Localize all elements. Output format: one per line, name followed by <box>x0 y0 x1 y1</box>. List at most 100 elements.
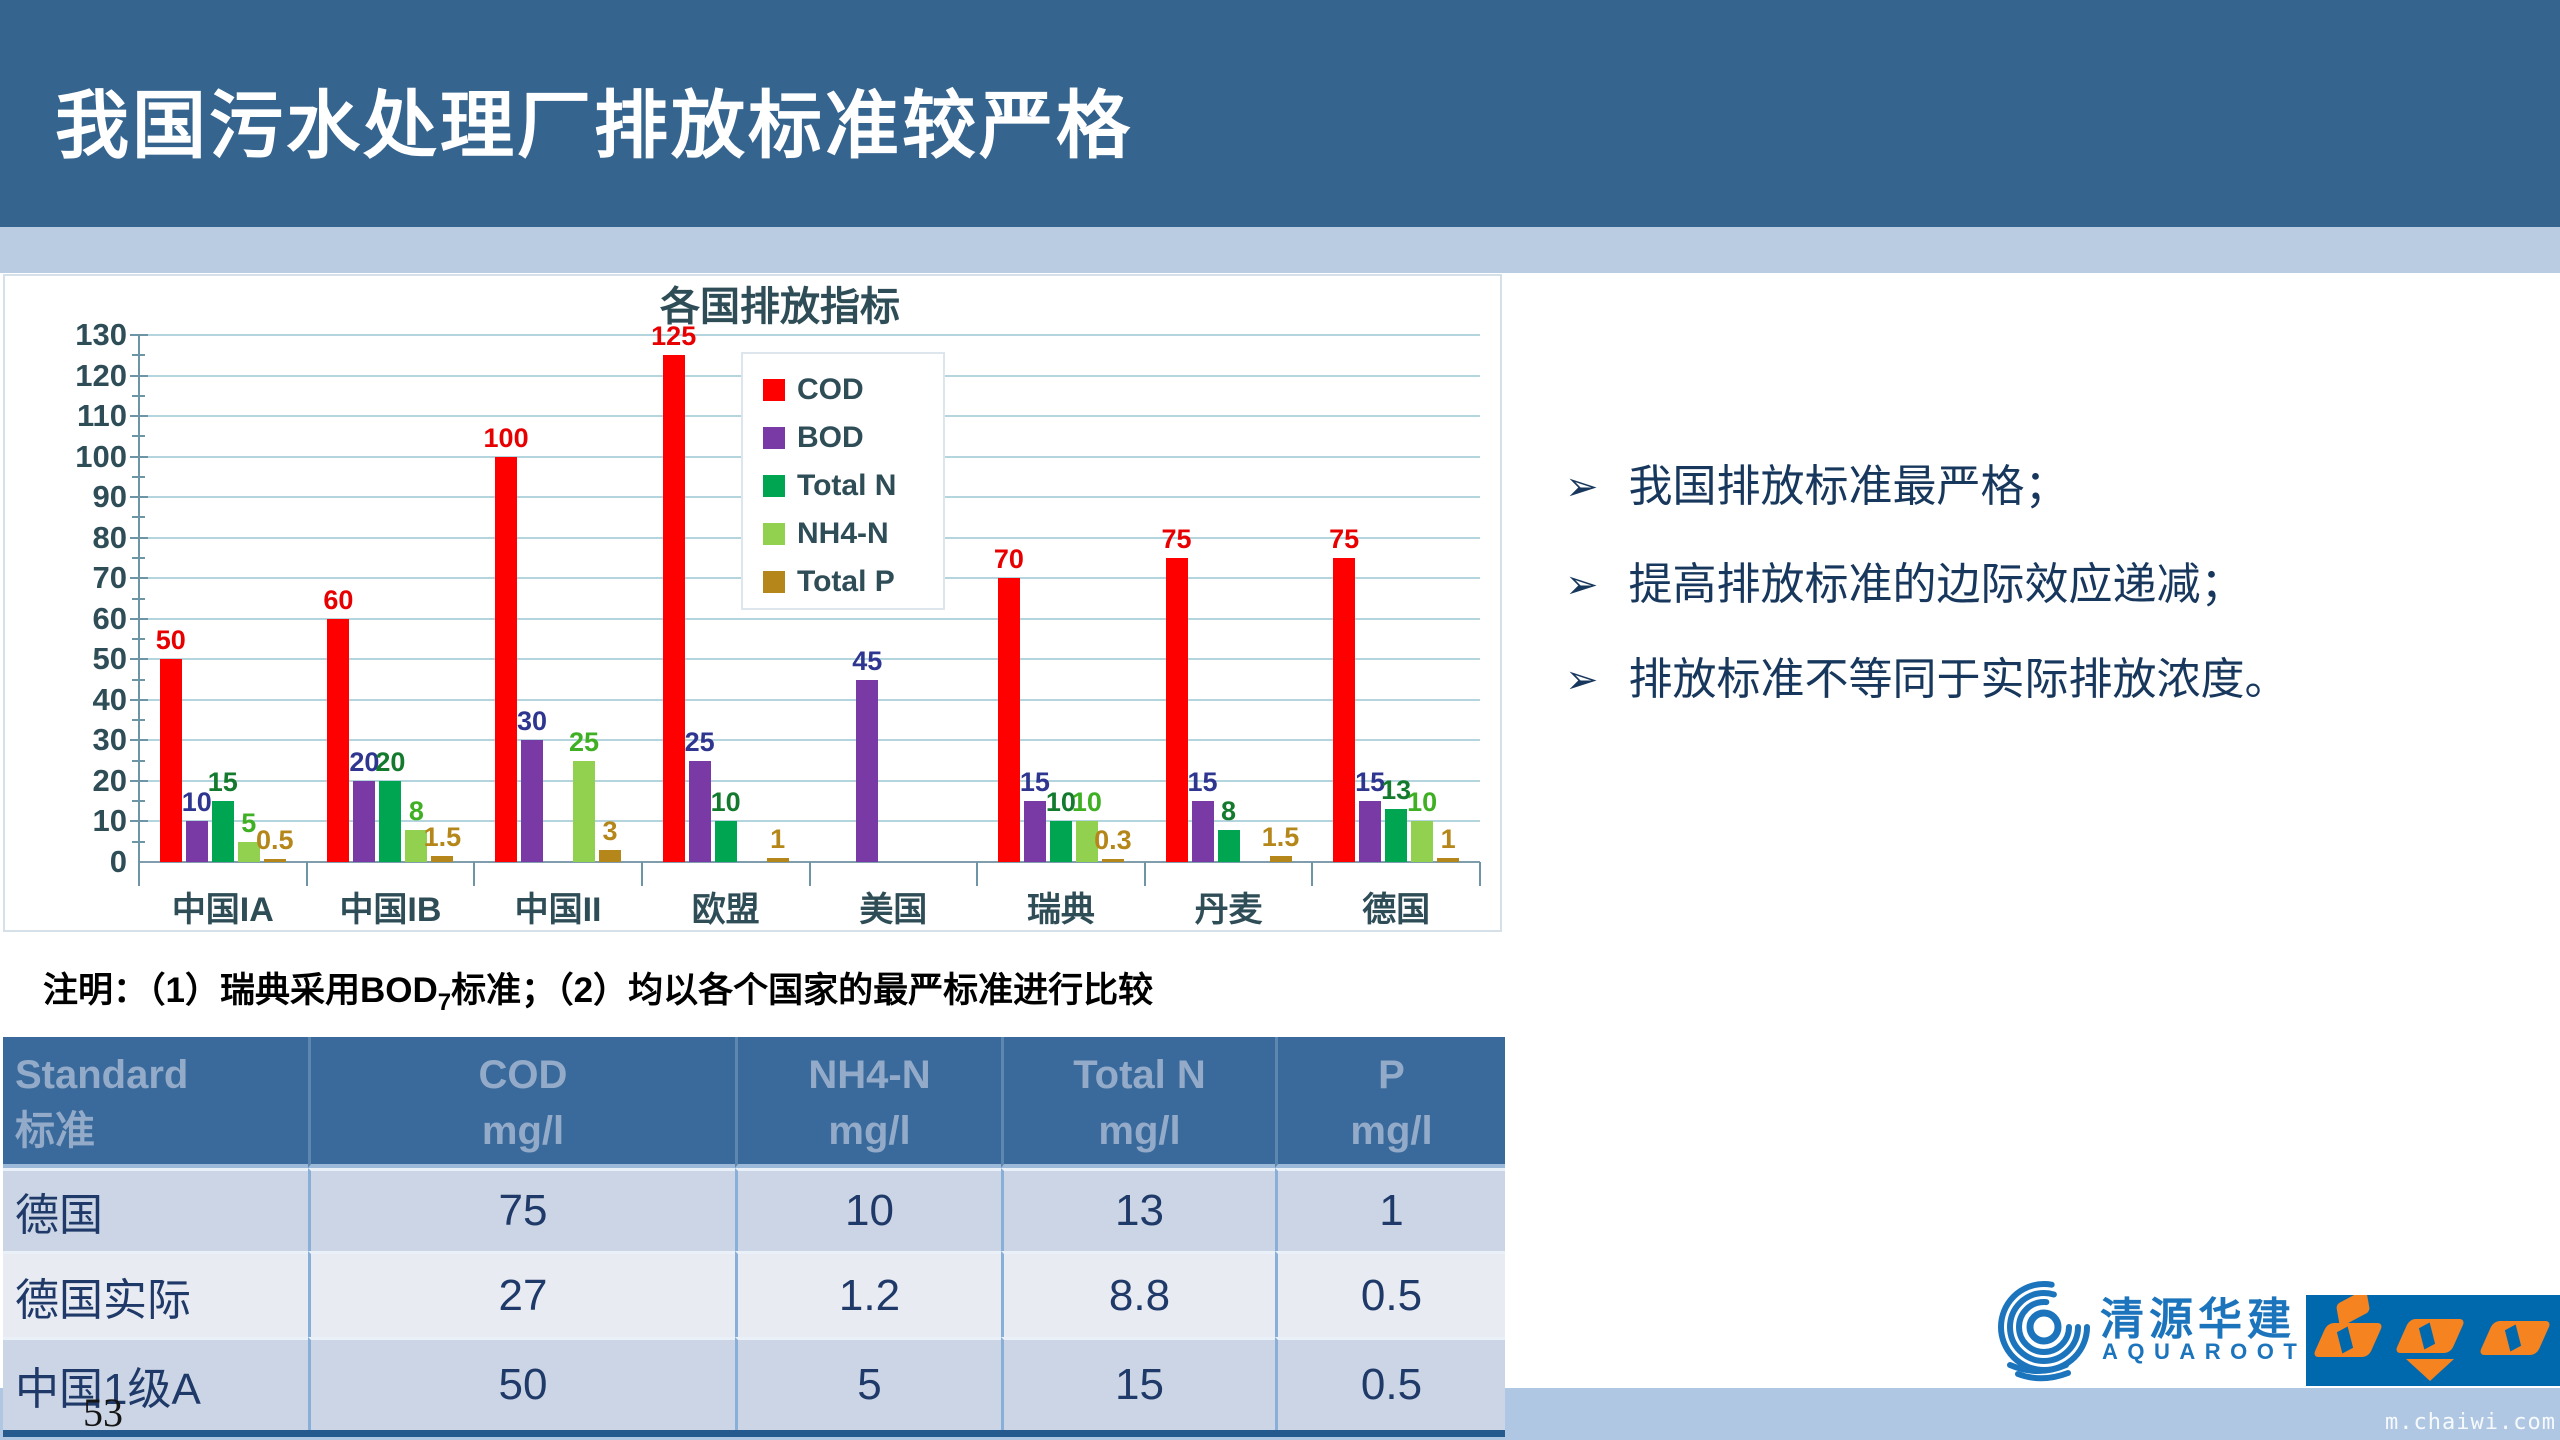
bar-value-label: 25 <box>569 726 600 757</box>
header-line2: mg/l <box>1350 1109 1433 1153</box>
bar-nh4-n-2 <box>573 760 596 862</box>
bullet-text-1: 我国排放标准最严格； <box>1628 462 2069 511</box>
header-band <box>0 0 2560 227</box>
bar-nh4-n-5 <box>1075 821 1098 862</box>
bar-value-label: 50 <box>155 625 186 656</box>
y-axis-tick <box>130 577 148 580</box>
category-separator <box>976 862 979 886</box>
y-axis-tick <box>132 556 145 559</box>
bar-value-label: 10 <box>1045 787 1076 818</box>
bar-value-label: 25 <box>684 726 715 757</box>
chart-legend: COD BOD Total N NH4-N Total P <box>741 352 945 610</box>
legend-entry: BOD <box>763 414 943 462</box>
bar-value-label: 30 <box>517 706 548 737</box>
emission-chart: 各国排放指标 0 10 20 30 40 50 60 70 80 90 100 110 120 130 中国… <box>3 274 1502 932</box>
value-cell: 27 <box>308 1251 735 1337</box>
bar-value-label: 1 <box>1440 823 1456 854</box>
bar-value-label: 10 <box>1407 787 1438 818</box>
bar-totaln-6 <box>1217 829 1240 862</box>
y-axis-label: 30 <box>92 722 127 758</box>
gridline <box>139 779 1480 782</box>
y-axis-label: 0 <box>109 844 127 879</box>
value-cell: 75 <box>308 1168 735 1251</box>
y-axis-label: 120 <box>75 357 127 393</box>
header-line1: Total N <box>1073 1053 1206 1097</box>
bar-totalp-1 <box>431 855 454 862</box>
category-separator <box>305 862 308 886</box>
y-axis-label: 50 <box>92 641 127 677</box>
header-line2: mg/l <box>1098 1109 1181 1153</box>
bar-bod-1 <box>353 780 376 862</box>
bullet-item-2: ➢ 提高排放标准的边际效应递减； <box>1565 556 2245 614</box>
bar-totaln-7 <box>1385 809 1408 862</box>
x-axis-label: 丹麦 <box>1194 891 1263 929</box>
y-axis-tick <box>130 334 148 336</box>
bar-value-label: 15 <box>207 767 238 798</box>
bar-cod-1 <box>327 618 350 862</box>
legend-entry: Total P <box>763 558 943 606</box>
bar-value-label: 10 <box>1071 787 1102 818</box>
bar-value-label: 1.5 <box>1261 821 1300 852</box>
bar-totalp-2 <box>599 849 622 862</box>
y-axis-tick <box>132 840 145 843</box>
bar-totaln-3 <box>714 821 737 862</box>
y-axis-tick <box>132 516 145 519</box>
bar-nh4-n-0 <box>237 841 260 862</box>
bar-value-label: 13 <box>1381 775 1412 806</box>
y-axis-label: 90 <box>92 479 127 515</box>
category-separator <box>640 862 643 886</box>
y-axis-tick <box>132 719 145 722</box>
table-row: 中国1级A 50 5 15 0.5 <box>3 1337 1505 1430</box>
bar-value-label: 45 <box>852 645 883 676</box>
bar-value-label: 5 <box>241 807 257 838</box>
bar-cod-5 <box>997 578 1020 862</box>
y-axis-label: 70 <box>92 560 127 596</box>
y-axis-tick <box>132 435 145 438</box>
igu-triangle-icon <box>2406 1359 2454 1381</box>
bar-bod-6 <box>1191 801 1214 862</box>
y-axis-tick <box>130 496 148 499</box>
page-number: 53 <box>83 1390 123 1435</box>
arrow-bullet-icon: ➢ <box>1565 563 1599 607</box>
y-axis-tick <box>130 779 148 782</box>
footnote-part1: 注明：（1）瑞典采用BOD <box>43 971 438 1010</box>
y-axis-line <box>138 335 140 886</box>
bullet-item-1: ➢ 我国排放标准最严格； <box>1565 458 2069 516</box>
bar-value-label: 100 <box>483 422 529 453</box>
bar-bod-4 <box>856 679 879 862</box>
bar-value-label: 10 <box>710 787 741 818</box>
y-axis-tick <box>132 475 145 478</box>
y-axis-tick <box>130 415 148 418</box>
igu-logo <box>2306 1295 2560 1386</box>
bar-totaln-1 <box>379 780 402 862</box>
chart-title: 各国排放指标 <box>660 285 900 329</box>
header-line2: mg/l <box>481 1109 565 1153</box>
y-axis-label: 60 <box>92 600 127 636</box>
legend-entry: Total N <box>763 462 943 510</box>
header-line2: 标准 <box>15 1109 95 1153</box>
bullet-item-3: ➢ 排放标准不等同于实际排放浓度。 <box>1565 651 2289 709</box>
legend-label: Total N <box>797 469 897 502</box>
legend-swatch-nh4-n <box>763 523 785 545</box>
bar-value-label: 1 <box>770 823 786 854</box>
x-axis-label: 中国IA <box>171 891 274 929</box>
bar-cod-2 <box>495 456 518 862</box>
bar-totalp-7 <box>1437 857 1460 862</box>
footnote-part2: 标准；（2）均以各个国家的最严标准进行比较 <box>451 971 1154 1010</box>
fingerprint-q-icon <box>1998 1281 2090 1382</box>
y-axis-tick <box>130 698 148 701</box>
bar-bod-5 <box>1023 801 1046 862</box>
value-cell: 5 <box>735 1337 1001 1430</box>
y-axis-tick <box>132 394 145 397</box>
bar-totalp-3 <box>766 857 789 862</box>
value-cell: 1.2 <box>735 1251 1001 1337</box>
table-header-cell: COD mg/l <box>308 1037 735 1168</box>
legend-swatch-bod <box>763 427 785 449</box>
bar-value-label: 15 <box>1187 767 1218 798</box>
gridline <box>139 698 1480 701</box>
row-label-cell: 德国实际 <box>3 1251 308 1337</box>
bar-value-label: 60 <box>323 584 354 615</box>
bar-cod-6 <box>1165 557 1188 862</box>
bullet-text-3: 排放标准不等同于实际排放浓度。 <box>1628 655 2289 704</box>
